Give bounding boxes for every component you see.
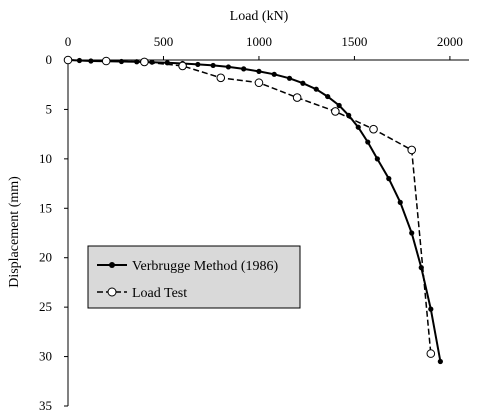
x-axis-title: Load (kN): [230, 9, 289, 24]
data-point-load-test: [331, 107, 340, 116]
data-point-load-test: [426, 349, 436, 358]
legend-label-verbrugge: Verbrugge Method (1986): [132, 259, 279, 274]
data-point-verbrugge-method-1986: [256, 68, 262, 74]
data-point-verbrugge-method-1986: [386, 176, 392, 182]
data-point-verbrugge-method-1986: [365, 139, 371, 145]
x-tick-label: 2000: [437, 34, 463, 49]
data-point-verbrugge-method-1986: [210, 62, 216, 69]
data-point-verbrugge-method-1986: [241, 66, 247, 72]
data-point-load-test: [63, 55, 73, 65]
data-point-verbrugge-method-1986: [428, 306, 434, 312]
data-point-verbrugge-method-1986: [397, 199, 403, 205]
data-point-verbrugge-method-1986: [336, 102, 342, 109]
data-point-load-test: [178, 61, 187, 71]
data-point-verbrugge-method-1986: [355, 124, 361, 130]
data-point-load-test: [101, 56, 111, 66]
data-point-load-test: [292, 93, 302, 102]
series-line-load-test: [67, 59, 432, 354]
x-tick-label: 0: [65, 34, 72, 49]
data-point-verbrugge-method-1986: [271, 71, 277, 77]
y-tick-label: 15: [39, 200, 52, 215]
y-tick-label: 5: [46, 101, 53, 116]
legend: Verbrugge Method (1986) Load Test: [87, 245, 301, 309]
data-point-verbrugge-method-1986: [313, 86, 319, 92]
legend-marker-load-test: [107, 287, 117, 297]
axes: [64, 56, 469, 407]
y-tick-labels: 0 5 10 15 20 25 30 35: [39, 52, 52, 413]
data-point-load-test: [369, 124, 378, 134]
data-point-load-test: [216, 73, 226, 83]
x-tick-labels: 0 500 1000 1500 2000: [65, 34, 463, 49]
data-point-verbrugge-method-1986: [437, 358, 443, 365]
data-point-verbrugge-method-1986: [286, 75, 293, 81]
legend-label-load-test: Load Test: [132, 286, 187, 301]
x-tick-label: 1000: [246, 34, 272, 49]
data-point-load-test: [254, 78, 264, 88]
data-point-verbrugge-method-1986: [225, 64, 231, 70]
y-tick-label: 20: [39, 250, 52, 265]
data-point-verbrugge-method-1986: [409, 230, 415, 236]
data-point-load-test: [407, 145, 417, 155]
data-point-verbrugge-method-1986: [374, 156, 380, 162]
y-tick-label: 10: [39, 151, 52, 166]
y-axis-title: Displacement (mm): [7, 176, 22, 288]
legend-marker-verbrugge: [109, 262, 115, 268]
y-tick-label: 30: [39, 349, 52, 364]
y-tick-label: 35: [39, 398, 52, 413]
data-point-verbrugge-method-1986: [195, 61, 201, 68]
data-point-verbrugge-method-1986: [118, 58, 125, 65]
y-tick-label: 25: [39, 299, 52, 314]
series-layer: [63, 55, 443, 365]
x-tick-label: 500: [154, 34, 174, 49]
x-tick-label: 1500: [341, 34, 367, 49]
data-point-verbrugge-method-1986: [325, 93, 331, 100]
data-point-verbrugge-method-1986: [300, 80, 306, 86]
y-tick-label: 0: [46, 52, 53, 67]
data-point-load-test: [140, 57, 149, 67]
series-line-verbrugge-method-1986: [67, 59, 442, 362]
legend-box: [87, 245, 301, 309]
